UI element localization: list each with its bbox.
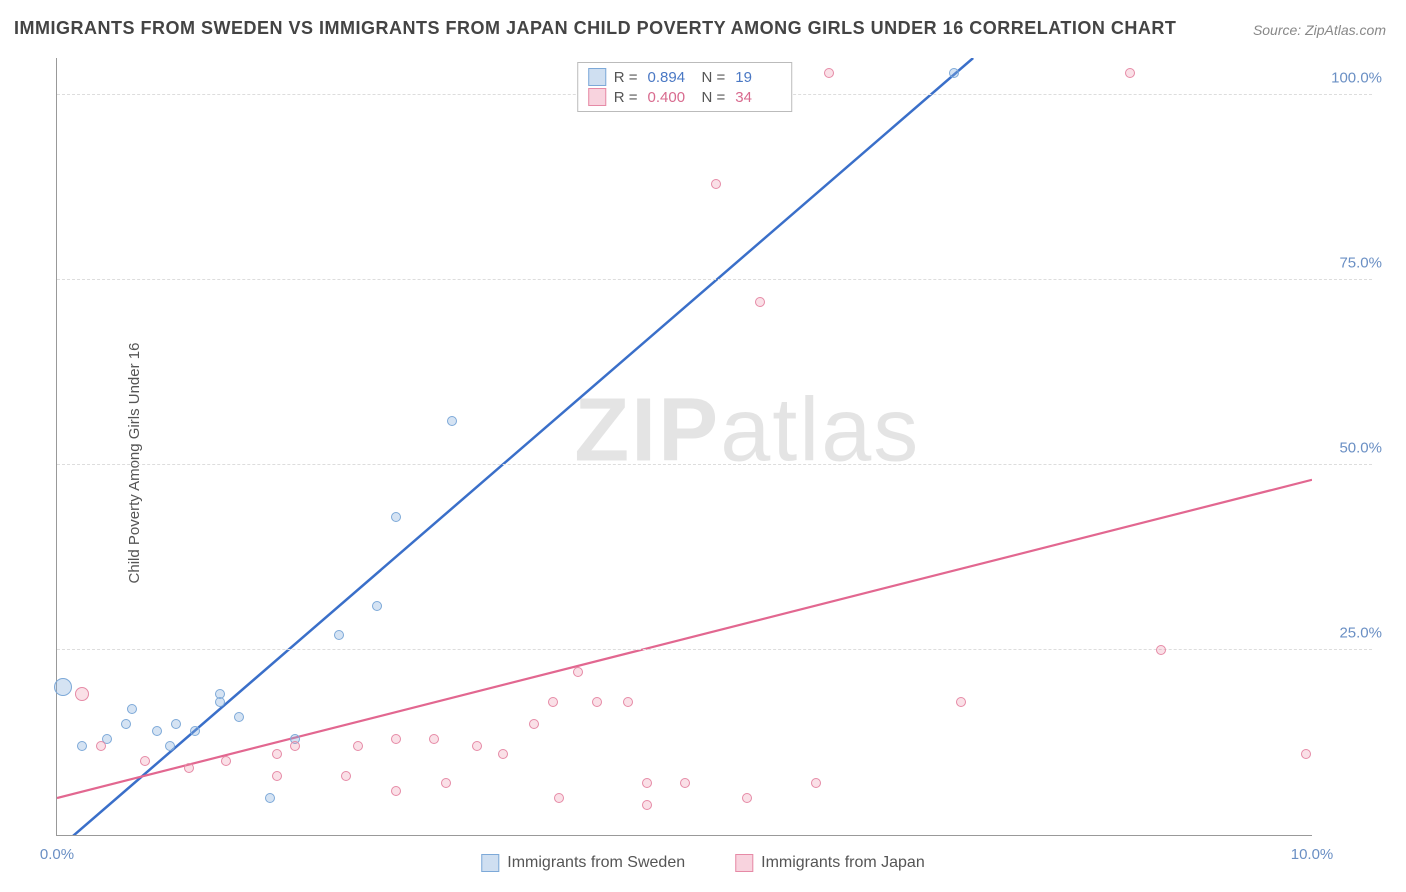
data-point-sweden [152, 726, 162, 736]
data-point-japan [290, 741, 300, 751]
r-value-japan: 0.400 [648, 89, 694, 106]
r-label: R = [614, 69, 638, 86]
legend-item-japan: Immigrants from Japan [735, 854, 925, 872]
data-point-japan [623, 697, 633, 707]
xtick-label: 0.0% [40, 846, 74, 863]
ytick-label: 25.0% [1339, 625, 1382, 642]
data-point-sweden [165, 741, 175, 751]
r-value-sweden: 0.894 [648, 69, 694, 86]
data-point-japan [1125, 68, 1135, 78]
data-point-japan [75, 687, 89, 701]
data-point-sweden [234, 712, 244, 722]
data-point-japan [341, 771, 351, 781]
legend-swatch-pink [588, 88, 606, 106]
ytick-label: 50.0% [1339, 440, 1382, 457]
ytick-label: 100.0% [1331, 70, 1382, 87]
data-point-japan [1301, 749, 1311, 759]
data-point-japan [680, 778, 690, 788]
data-point-japan [642, 778, 652, 788]
source-label: Source: ZipAtlas.com [1253, 22, 1386, 38]
data-point-japan [742, 793, 752, 803]
correlation-legend: R = 0.894 N = 19 R = 0.400 N = 34 [577, 62, 793, 112]
data-point-japan [391, 786, 401, 796]
data-point-japan [184, 763, 194, 773]
watermark: ZIPatlas [574, 379, 920, 482]
data-point-japan [272, 749, 282, 759]
data-point-japan [573, 667, 583, 677]
gridline-h [57, 649, 1372, 650]
data-point-japan [429, 734, 439, 744]
legend-label-japan: Immigrants from Japan [761, 854, 925, 872]
data-point-japan [221, 756, 231, 766]
data-point-sweden [447, 416, 457, 426]
data-point-japan [96, 741, 106, 751]
chart-container: Child Poverty Among Girls Under 16 R = 0… [14, 48, 1392, 878]
data-point-japan [1156, 645, 1166, 655]
data-point-japan [824, 68, 834, 78]
n-label: N = [702, 69, 726, 86]
legend-row-sweden: R = 0.894 N = 19 [588, 67, 782, 87]
legend-swatch-pink-icon [735, 854, 753, 872]
chart-title: IMMIGRANTS FROM SWEDEN VS IMMIGRANTS FRO… [14, 18, 1176, 39]
data-point-japan [140, 756, 150, 766]
data-point-japan [529, 719, 539, 729]
n-label: N = [702, 89, 726, 106]
legend-swatch-blue-icon [481, 854, 499, 872]
data-point-sweden [215, 689, 225, 699]
data-point-sweden [372, 601, 382, 611]
data-point-sweden [77, 741, 87, 751]
data-point-sweden [334, 630, 344, 640]
series-legend: Immigrants from Sweden Immigrants from J… [481, 854, 924, 872]
legend-label-sweden: Immigrants from Sweden [507, 854, 685, 872]
data-point-japan [272, 771, 282, 781]
r-label: R = [614, 89, 638, 106]
xtick-label: 10.0% [1291, 846, 1334, 863]
watermark-light: atlas [720, 380, 920, 480]
data-point-japan [353, 741, 363, 751]
data-point-japan [711, 179, 721, 189]
data-point-japan [472, 741, 482, 751]
gridline-h [57, 279, 1372, 280]
data-point-japan [498, 749, 508, 759]
data-point-sweden [171, 719, 181, 729]
data-point-japan [554, 793, 564, 803]
data-point-sweden [121, 719, 131, 729]
data-point-sweden [265, 793, 275, 803]
legend-item-sweden: Immigrants from Sweden [481, 854, 685, 872]
data-point-japan [592, 697, 602, 707]
data-point-japan [755, 297, 765, 307]
data-point-japan [391, 734, 401, 744]
data-point-sweden [391, 512, 401, 522]
watermark-bold: ZIP [574, 380, 720, 480]
data-point-sweden [54, 678, 72, 696]
gridline-h [57, 464, 1372, 465]
data-point-sweden [190, 726, 200, 736]
data-point-sweden [949, 68, 959, 78]
n-value-sweden: 19 [735, 69, 781, 86]
legend-swatch-blue [588, 68, 606, 86]
trend-lines [57, 58, 1312, 835]
data-point-japan [956, 697, 966, 707]
data-point-sweden [127, 704, 137, 714]
plot-area: R = 0.894 N = 19 R = 0.400 N = 34 ZIPatl… [56, 58, 1312, 836]
n-value-japan: 34 [735, 89, 781, 106]
data-point-japan [441, 778, 451, 788]
ytick-label: 75.0% [1339, 255, 1382, 272]
data-point-japan [548, 697, 558, 707]
legend-row-japan: R = 0.400 N = 34 [588, 87, 782, 107]
data-point-japan [642, 800, 652, 810]
data-point-japan [811, 778, 821, 788]
